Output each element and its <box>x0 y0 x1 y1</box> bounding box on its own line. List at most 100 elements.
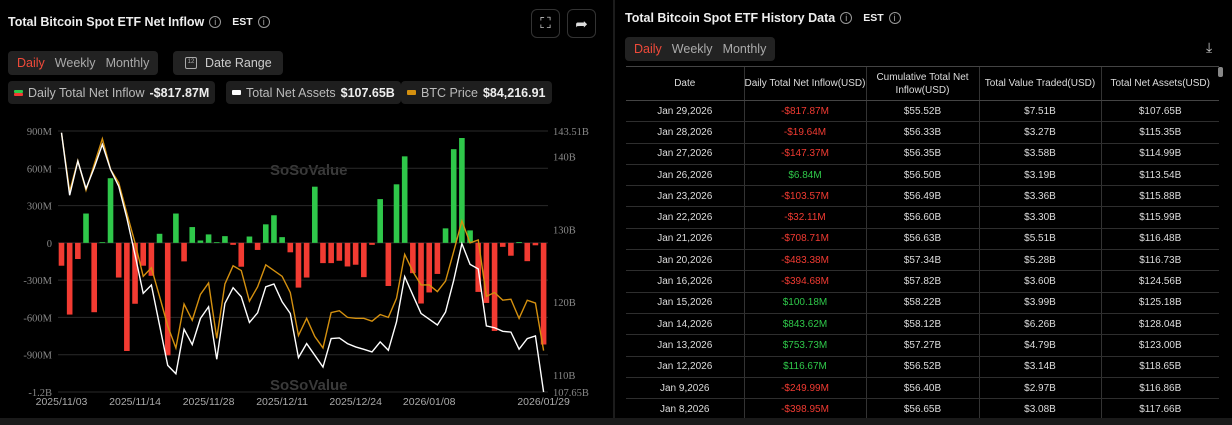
inflow-bar <box>181 242 187 262</box>
inflow-bar <box>303 242 310 278</box>
table-cell: $116.67M <box>743 356 866 378</box>
table-row[interactable]: Jan 16,2026 -$394.68M $57.82B $3.60B $124.56… <box>626 270 1219 293</box>
legend-net-inflow[interactable]: Daily Total Net Inflow -$817.87M <box>8 81 216 104</box>
table-cell: $128.04B <box>1100 313 1219 336</box>
inflow-bar <box>197 240 204 243</box>
table-cell: Jan 27,2026 <box>626 143 744 165</box>
table-row[interactable]: Jan 14,2026 $843.62M $58.12B $6.26B $128.04B <box>626 313 1219 336</box>
table-cell: $116.48B <box>1100 228 1219 251</box>
inflow-bar <box>91 242 97 313</box>
table-cell: $118.65B <box>1100 356 1219 378</box>
share-button[interactable]: ➦ <box>567 9 596 38</box>
inflow-bar <box>475 242 482 292</box>
info-icon[interactable]: i <box>257 16 270 28</box>
table-row[interactable]: Jan 9,2026 -$249.99M $56.40B $2.97B $116.86B <box>626 377 1219 400</box>
date-range-button[interactable]: 12 Date Range <box>173 51 283 75</box>
info-icon[interactable]: i <box>888 12 901 24</box>
info-icon[interactable]: i <box>840 12 853 24</box>
download-button[interactable]: ⤓ <box>1206 39 1212 56</box>
panel-divider <box>613 0 615 418</box>
table-title: Total Bitcoin Spot ETF History Data i ES… <box>625 11 901 25</box>
table-cell: $113.54B <box>1100 164 1219 187</box>
table-scrollbar[interactable] <box>1218 67 1223 77</box>
inflow-bar <box>344 242 351 267</box>
inflow-bar <box>401 156 408 243</box>
table-cell: $123.00B <box>1100 334 1219 357</box>
table-cell: -$708.71M <box>743 228 866 251</box>
table-cell: Jan 22,2026 <box>626 206 744 229</box>
column-header[interactable]: Total Net Assets(USD) <box>1100 66 1219 101</box>
inflow-bar <box>410 242 416 274</box>
inflow-bar <box>459 138 465 243</box>
chart-title: Total Bitcoin Spot ETF Net Inflow i EST … <box>8 15 270 29</box>
legend-label: BTC Price <box>421 85 478 100</box>
table-cell: Jan 12,2026 <box>626 356 744 378</box>
fullscreen-icon: ⛶ <box>540 15 551 32</box>
table-cell: $3.58B <box>978 143 1101 165</box>
inflow-swatch-icon <box>14 89 23 96</box>
table-row[interactable]: Jan 28,2026 -$19.64M $56.33B $3.27B $115.35B <box>626 121 1219 144</box>
tab-daily[interactable]: Daily <box>17 56 45 70</box>
inflow-bar <box>287 242 294 253</box>
table-row[interactable]: Jan 23,2026 -$103.57M $56.49B $3.36B $115.88… <box>626 185 1219 208</box>
table-cell: $56.40B <box>865 377 979 400</box>
right-axis-tick: 107.65B <box>553 388 589 399</box>
column-header[interactable]: Total Value Traded(USD) <box>978 66 1101 101</box>
table-row[interactable]: Jan 8,2026 -$398.95M $56.65B $3.08B $117.66B <box>626 398 1219 421</box>
left-axis-tick: 0 <box>47 239 52 250</box>
table-cell: Jan 23,2026 <box>626 185 744 208</box>
table-cell: $3.36B <box>978 185 1101 208</box>
inflow-bar <box>271 215 277 243</box>
inflow-bar <box>140 242 147 266</box>
net-inflow-chart[interactable]: SoSoValue SoSoValue 900M 600M 300M 0 -300M -600… <box>0 115 612 418</box>
column-header[interactable]: Cumulative Total Net Inflow(USD) <box>865 66 979 101</box>
table-cell: $56.65B <box>865 398 979 421</box>
inflow-bar <box>352 242 359 265</box>
legend-label: Total Net Assets <box>246 85 336 100</box>
table-row[interactable]: Jan 13,2026 $753.73M $57.27B $4.79B $123.00B <box>626 334 1219 357</box>
legend-net-assets[interactable]: Total Net Assets $107.65B <box>226 81 401 104</box>
inflow-bar <box>66 242 73 315</box>
bottom-bar <box>0 418 1232 425</box>
table-cell: $3.27B <box>978 121 1101 144</box>
table-row[interactable]: Jan 26,2026 $6.84M $56.50B $3.19B $113.54B <box>626 164 1219 187</box>
table-row[interactable]: Jan 21,2026 -$708.71M $56.63B $5.51B $116.48… <box>626 228 1219 251</box>
table-row[interactable]: Jan 12,2026 $116.67M $56.52B $3.14B $118.65B <box>626 356 1219 378</box>
table-row[interactable]: Jan 29,2026 -$817.87M $55.52B $7.51B $107.65… <box>626 100 1219 123</box>
inflow-bar <box>83 213 89 243</box>
inflow-bar <box>238 242 245 267</box>
column-header[interactable]: Date <box>626 66 744 101</box>
column-header[interactable]: Daily Total Net Inflow(USD) <box>743 66 866 101</box>
table-row[interactable]: Jan 22,2026 -$32.11M $56.60B $3.30B $115.99B <box>626 206 1219 229</box>
table-cell: $2.97B <box>978 377 1101 400</box>
chart-title-text: Total Bitcoin Spot ETF Net Inflow <box>8 15 205 29</box>
table-cell: $116.86B <box>1100 377 1219 400</box>
legend-btc-price[interactable]: BTC Price $84,216.91 <box>401 81 552 104</box>
inflow-bar <box>377 199 383 243</box>
table-row[interactable]: Jan 20,2026 -$483.38M $57.34B $5.28B $116.73… <box>626 249 1219 272</box>
table-cell: $56.50B <box>865 164 979 187</box>
tab-monthly[interactable]: Monthly <box>722 42 767 56</box>
period-tabs: Daily Weekly Monthly <box>625 37 776 61</box>
info-icon[interactable]: i <box>209 16 222 28</box>
download-icon: ⤓ <box>1206 39 1213 55</box>
period-tabs: Daily Weekly Monthly <box>8 51 159 75</box>
inflow-bar <box>148 242 155 276</box>
tab-weekly[interactable]: Weekly <box>54 56 96 70</box>
table-cell: $100.18M <box>743 292 866 314</box>
inflow-bar <box>320 242 326 264</box>
tab-daily[interactable]: Daily <box>634 42 662 56</box>
inflow-bar <box>499 242 506 247</box>
tab-weekly[interactable]: Weekly <box>671 42 713 56</box>
fullscreen-button[interactable]: ⛶ <box>531 9 560 38</box>
table-row[interactable]: Jan 15,2026 $100.18M $58.22B $3.99B $125.18B <box>626 292 1219 314</box>
table-cell: Jan 16,2026 <box>626 270 744 293</box>
table-row[interactable]: Jan 27,2026 -$147.37M $56.35B $3.58B $114.99… <box>626 143 1219 165</box>
x-axis-tick: 2026/01/08 <box>403 396 456 408</box>
inflow-bar <box>434 242 441 274</box>
table-cell: Jan 14,2026 <box>626 313 744 336</box>
inflow-bar <box>336 242 343 261</box>
table-cell: -$817.87M <box>743 100 866 123</box>
inflow-bar <box>58 242 65 266</box>
tab-monthly[interactable]: Monthly <box>105 56 150 70</box>
